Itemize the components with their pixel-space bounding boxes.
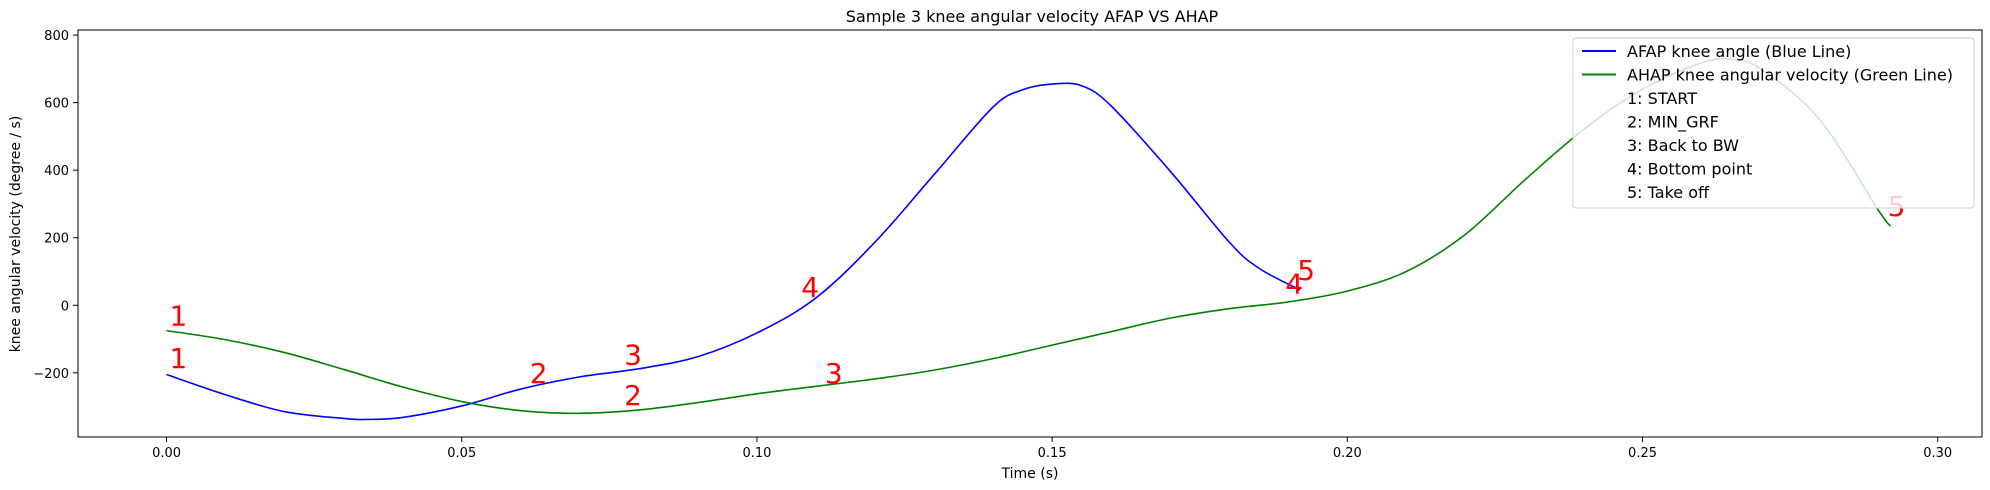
afap-series-line <box>166 82 1301 421</box>
x-tick-label: 0.10 <box>742 446 771 461</box>
legend-entry: AFAP knee angle (Blue Line) <box>1627 42 1851 61</box>
legend-box <box>1572 37 1975 209</box>
x-tick-label: 0.30 <box>1923 446 1952 461</box>
legend-entry: 4: Bottom point <box>1627 160 1752 179</box>
x-tick-label: 0.20 <box>1333 446 1362 461</box>
event-marker-label: 3 <box>624 338 642 371</box>
event-marker-label: 1 <box>170 342 188 375</box>
event-marker-label: 4 <box>801 271 819 304</box>
event-marker-label: 2 <box>624 379 642 412</box>
y-axis-label: knee angular velocity (degree / s) <box>8 116 24 353</box>
event-marker-label: 3 <box>825 357 843 390</box>
x-tick-label: 0.15 <box>1038 446 1067 461</box>
x-tick-label: 0.00 <box>152 446 181 461</box>
y-tick-label: 200 <box>44 232 69 247</box>
plot-frame <box>77 29 1983 438</box>
y-tick-label: 400 <box>44 164 69 179</box>
y-tick-label: −200 <box>33 367 69 382</box>
legend-items: AFAP knee angle (Blue Line) AHAP knee ang… <box>1582 42 1953 202</box>
x-axis: 0.00 0.05 0.10 0.15 0.20 0.25 0.30 <box>152 437 1952 461</box>
legend: AFAP knee angle (Blue Line) AHAP knee ang… <box>1572 37 1975 209</box>
event-marker-label: 1 <box>170 300 188 333</box>
x-axis-label: Time (s) <box>1001 466 1059 482</box>
y-tick-label: 0 <box>61 299 69 314</box>
y-axis: −200 0 200 400 600 800 <box>33 29 78 382</box>
legend-entry: AHAP knee angular velocity (Green Line) <box>1627 66 1953 85</box>
event-marker-label: 4 <box>1285 268 1303 301</box>
legend-entry: 1: START <box>1627 89 1697 108</box>
x-tick-label: 0.05 <box>447 446 476 461</box>
chart-title: Sample 3 knee angular velocity AFAP VS A… <box>846 7 1219 26</box>
y-tick-label: 600 <box>44 97 69 112</box>
annotation-layer: 1122334455 <box>170 190 1906 412</box>
legend-entry: 3: Back to BW <box>1627 136 1739 155</box>
event-marker-label: 2 <box>530 357 548 390</box>
legend-entry: 5: Take off <box>1627 183 1710 202</box>
y-tick-label: 800 <box>44 29 69 44</box>
legend-entry: 2: MIN_GRF <box>1627 113 1719 133</box>
x-tick-label: 0.25 <box>1628 446 1657 461</box>
event-marker-label: 5 <box>1297 254 1315 287</box>
